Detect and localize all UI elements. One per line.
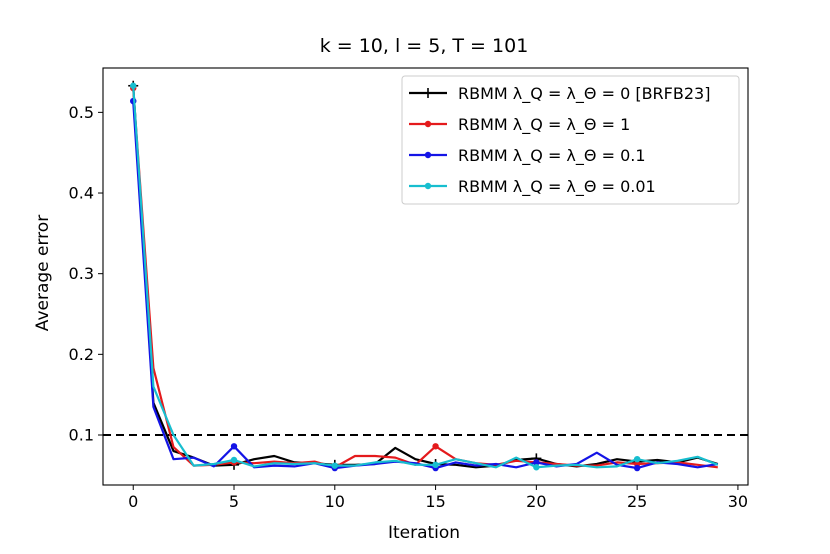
legend-marker — [424, 151, 432, 159]
axis-ticks: 0 5 10 15 20 25 30 0.1 0.2 0.3 0.4 0.5 — [69, 67, 749, 511]
y-tick-label: 0.2 — [69, 345, 94, 364]
x-tick-label: 30 — [728, 492, 748, 511]
series-4-point — [331, 462, 338, 469]
x-axis-label: Iteration — [388, 523, 460, 543]
legend-label: RBMM λ_Q = λ_Θ = 0.1 — [458, 146, 646, 166]
legend-label: RBMM λ_Q = λ_Θ = 0.01 — [458, 177, 656, 197]
series-4-line — [132, 85, 719, 469]
chart-title: k = 10, l = 5, T = 101 — [320, 35, 529, 57]
series-4-point — [533, 464, 540, 471]
series-2-point — [432, 443, 439, 450]
x-tick-label: 0 — [128, 492, 138, 511]
x-tick-label: 15 — [425, 492, 445, 511]
series-4-point — [633, 455, 641, 463]
x-tick-label: 25 — [627, 492, 647, 511]
legend-box — [401, 75, 740, 205]
series-4-point — [130, 82, 137, 89]
series-3-point — [230, 443, 238, 450]
plot-area — [103, 80, 748, 472]
legend-label: RBMM λ_Q = λ_Θ = 1 — [458, 115, 630, 135]
axes-frame — [102, 67, 749, 486]
legend: RBMM λ_Q = λ_Θ = 0 [BRFB23] RBMM λ_Q = λ_… — [401, 75, 740, 205]
legend-label: RBMM λ_Q = λ_Θ = 0 [BRFB23] — [458, 84, 710, 104]
series-4 — [130, 82, 719, 471]
series-3-point — [633, 464, 641, 472]
series-4-point — [230, 456, 238, 464]
x-tick-label: 5 — [229, 492, 239, 511]
legend-marker — [423, 88, 433, 98]
series-3-point — [533, 459, 540, 466]
series-4-point — [432, 461, 439, 469]
x-tick-label: 10 — [325, 492, 345, 511]
y-tick-label: 0.1 — [69, 425, 94, 444]
y-tick-label: 0.3 — [69, 264, 94, 283]
legend-marker — [424, 182, 432, 190]
x-tick-label: 20 — [526, 492, 546, 511]
y-axis-label: Average error — [33, 215, 53, 331]
series-2-line — [132, 88, 718, 469]
legend-marker — [424, 120, 432, 128]
y-tick-label: 0.4 — [69, 184, 94, 203]
y-tick-label: 0.5 — [69, 103, 94, 122]
